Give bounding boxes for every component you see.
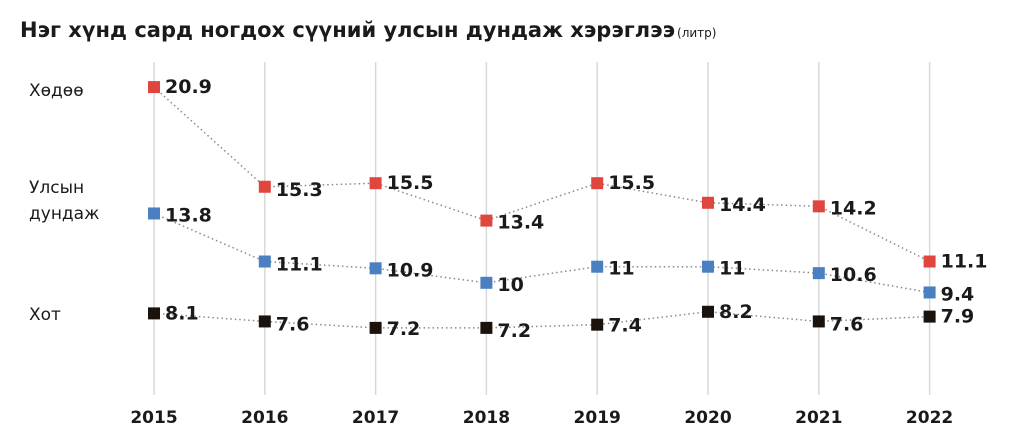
data-label-national-2021: 10.6 <box>830 264 877 286</box>
x-tick-label-2016: 2016 <box>241 408 288 428</box>
series-name-rural: Хөдөө <box>29 81 84 101</box>
marker-urban-2017 <box>369 321 382 334</box>
data-label-national-2018: 10 <box>497 274 523 296</box>
marker-rural-2018 <box>480 214 493 227</box>
data-label-urban-2019: 7.4 <box>608 315 642 337</box>
data-label-rural-2022: 11.1 <box>941 251 988 273</box>
series-name-urban: Хот <box>29 305 61 325</box>
data-label-national-2016: 11.1 <box>276 254 323 276</box>
data-markers <box>148 81 936 334</box>
x-tick-label-2022: 2022 <box>906 408 953 428</box>
marker-rural-2020 <box>702 196 714 209</box>
x-tick-label-2017: 2017 <box>352 408 399 428</box>
chart-unit: (литр) <box>677 26 716 40</box>
data-label-urban-2015: 8.1 <box>165 302 199 324</box>
data-label-rural-2015: 20.9 <box>165 76 212 98</box>
marker-national-2015 <box>148 207 160 220</box>
data-label-national-2015: 13.8 <box>165 204 212 226</box>
marker-national-2022 <box>923 286 936 299</box>
series-name-national-line1: Улсын <box>29 178 84 198</box>
x-tick-label-2018: 2018 <box>463 408 510 428</box>
data-labels: 20.9 15.3 15.5 13.4 15.5 14.4 14.2 11.1 13.8 11.1… <box>165 76 987 342</box>
marker-urban-2019 <box>591 318 604 331</box>
marker-rural-2016 <box>258 180 271 193</box>
series-name-national-line2: дундаж <box>29 204 99 224</box>
x-axis-ticks: 2015 2016 2017 2018 2019 2020 2021 2022 <box>130 408 953 428</box>
x-tick-label-2015: 2015 <box>130 408 177 428</box>
marker-urban-2016 <box>258 315 271 328</box>
data-label-national-2020: 11 <box>719 258 745 280</box>
data-label-national-2019: 11 <box>608 258 634 280</box>
marker-national-2018 <box>480 276 493 289</box>
x-tick-label-2020: 2020 <box>684 408 731 428</box>
x-tick-label-2021: 2021 <box>795 408 842 428</box>
marker-rural-2019 <box>591 177 604 190</box>
marker-national-2021 <box>812 267 825 280</box>
data-label-urban-2018: 7.2 <box>497 320 531 342</box>
data-label-national-2017: 10.9 <box>387 259 434 281</box>
marker-urban-2015 <box>148 307 160 320</box>
series-lines <box>153 86 930 329</box>
data-label-urban-2017: 7.2 <box>387 318 421 340</box>
series-line-urban <box>153 311 930 329</box>
marker-rural-2017 <box>369 177 382 190</box>
data-label-urban-2022: 7.9 <box>941 306 975 328</box>
marker-urban-2022 <box>923 310 936 323</box>
data-label-urban-2021: 7.6 <box>830 313 864 335</box>
series-line-rural <box>153 86 930 263</box>
data-label-rural-2019: 15.5 <box>608 172 655 194</box>
marker-national-2020 <box>702 260 714 273</box>
data-label-national-2022: 9.4 <box>941 283 975 305</box>
marker-urban-2020 <box>702 305 714 318</box>
marker-rural-2015 <box>148 81 160 94</box>
marker-rural-2021 <box>812 200 825 213</box>
marker-rural-2022 <box>923 255 936 268</box>
data-label-rural-2018: 13.4 <box>497 212 544 234</box>
data-label-rural-2017: 15.5 <box>387 172 434 194</box>
grid-lines <box>153 62 931 395</box>
chart-title: Нэг хүнд сард ногдох сүүний улсын дундаж… <box>20 18 716 42</box>
data-label-urban-2020: 8.2 <box>719 301 753 323</box>
marker-urban-2018 <box>480 321 493 334</box>
x-tick-label-2019: 2019 <box>574 408 621 428</box>
marker-urban-2021 <box>812 315 825 328</box>
marker-national-2019 <box>591 260 604 273</box>
data-label-rural-2020: 14.4 <box>719 194 766 216</box>
marker-national-2017 <box>369 262 382 275</box>
data-label-urban-2016: 7.6 <box>276 313 310 335</box>
data-label-rural-2021: 14.2 <box>830 197 877 219</box>
marker-national-2016 <box>258 255 271 268</box>
chart-title-text: Нэг хүнд сард ногдох сүүний улсын дундаж… <box>20 18 675 42</box>
data-label-rural-2016: 15.3 <box>276 179 323 201</box>
